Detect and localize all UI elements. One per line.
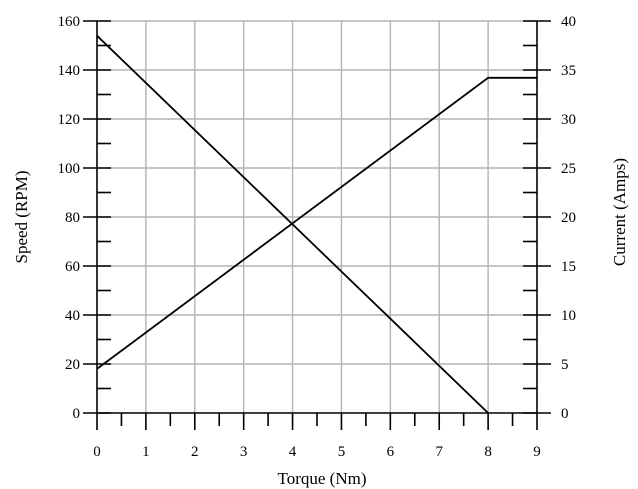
y-tick-label: 60 bbox=[65, 259, 80, 275]
y2-tick-label: 0 bbox=[561, 406, 569, 422]
current-line bbox=[96, 76, 537, 370]
y2-tick-label: 25 bbox=[561, 161, 576, 177]
y-tick-label: 20 bbox=[65, 357, 80, 373]
plot-lines bbox=[96, 35, 537, 414]
y-tick-label: 120 bbox=[58, 112, 81, 128]
grid bbox=[97, 20, 537, 413]
x-tick-label: 4 bbox=[289, 444, 297, 460]
axes bbox=[83, 20, 551, 430]
y2-tick-label: 30 bbox=[561, 112, 576, 128]
x-axis-title: Torque (Nm) bbox=[278, 469, 367, 488]
y-tick-label: 100 bbox=[58, 161, 81, 177]
y2-tick-label: 5 bbox=[561, 357, 569, 373]
y2-tick-label: 20 bbox=[561, 210, 576, 226]
y2-tick-label: 10 bbox=[561, 308, 576, 324]
y-tick-label: 40 bbox=[65, 308, 80, 324]
y2-axis-title: Current (Amps) bbox=[610, 158, 629, 266]
y2-tick-label: 35 bbox=[561, 63, 576, 79]
y-tick-label: 160 bbox=[58, 14, 81, 30]
y-tick-label: 80 bbox=[65, 210, 80, 226]
y2-tick-label: 15 bbox=[561, 259, 576, 275]
x-tick-label: 8 bbox=[484, 444, 492, 460]
x-tick-label: 5 bbox=[338, 444, 346, 460]
x-tick-label: 9 bbox=[533, 444, 541, 460]
x-tick-label: 6 bbox=[387, 444, 395, 460]
x-tick-label: 1 bbox=[142, 444, 150, 460]
x-tick-label: 2 bbox=[191, 444, 199, 460]
y-tick-label: 140 bbox=[58, 63, 81, 79]
x-tick-label: 0 bbox=[93, 444, 101, 460]
y-tick-label: 0 bbox=[73, 406, 81, 422]
x-tick-label: 3 bbox=[240, 444, 248, 460]
y-axis-title: Speed (RPM) bbox=[12, 170, 31, 263]
y2-tick-label: 40 bbox=[561, 14, 576, 30]
x-tick-label: 7 bbox=[435, 444, 443, 460]
